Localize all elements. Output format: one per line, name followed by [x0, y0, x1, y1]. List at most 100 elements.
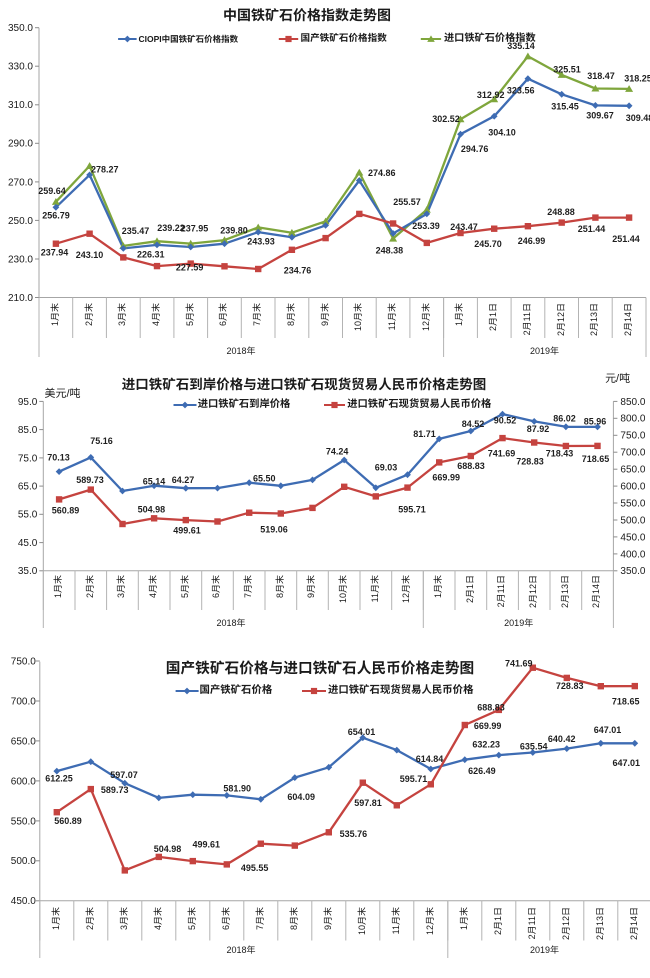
svg-text:550.0: 550.0 — [620, 498, 645, 509]
svg-text:595.71: 595.71 — [400, 774, 428, 784]
svg-text:310.0: 310.0 — [8, 100, 33, 111]
svg-text:499.61: 499.61 — [173, 526, 201, 536]
svg-text:251.44: 251.44 — [612, 234, 640, 244]
svg-text:595.71: 595.71 — [398, 505, 426, 515]
svg-text:248.88: 248.88 — [547, 207, 575, 217]
svg-text:700.0: 700.0 — [620, 448, 645, 459]
svg-text:750.0: 750.0 — [620, 431, 645, 442]
svg-text:81.71: 81.71 — [413, 429, 436, 439]
svg-text:227.59: 227.59 — [176, 263, 204, 273]
svg-text:450.0: 450.0 — [11, 896, 36, 907]
svg-text:560.89: 560.89 — [54, 816, 82, 826]
svg-text:589.73: 589.73 — [76, 475, 104, 485]
svg-text:315.45: 315.45 — [551, 102, 579, 112]
svg-text:600.0: 600.0 — [620, 482, 645, 493]
svg-text:647.01: 647.01 — [594, 725, 622, 735]
svg-text:688.83: 688.83 — [457, 461, 485, 471]
svg-text:350.0: 350.0 — [620, 566, 645, 577]
svg-text:95.0: 95.0 — [18, 397, 38, 408]
svg-text:245.70: 245.70 — [474, 239, 502, 249]
svg-text:274.86: 274.86 — [368, 168, 396, 178]
svg-text:248.38: 248.38 — [376, 246, 404, 256]
svg-text:304.10: 304.10 — [488, 128, 516, 138]
svg-text:318.47: 318.47 — [587, 71, 615, 81]
svg-text:647.01: 647.01 — [613, 758, 641, 768]
svg-text:237.94: 237.94 — [41, 248, 69, 258]
svg-text:251.44: 251.44 — [578, 224, 606, 234]
svg-text:800.0: 800.0 — [620, 414, 645, 425]
svg-text:718.65: 718.65 — [612, 697, 640, 707]
svg-text:600.0: 600.0 — [11, 776, 36, 787]
svg-text:90.52: 90.52 — [494, 416, 517, 426]
svg-text:312.92: 312.92 — [477, 90, 505, 100]
svg-text:278.27: 278.27 — [91, 165, 119, 175]
svg-text:597.07: 597.07 — [110, 770, 138, 780]
svg-text:350.0: 350.0 — [8, 23, 33, 34]
svg-text:728.83: 728.83 — [516, 457, 544, 467]
svg-text:230.0: 230.0 — [8, 254, 33, 265]
svg-text:650.0: 650.0 — [620, 465, 645, 476]
svg-text:250.0: 250.0 — [8, 216, 33, 227]
svg-text:243.47: 243.47 — [450, 222, 478, 232]
svg-text:581.90: 581.90 — [223, 784, 251, 794]
svg-text:495.55: 495.55 — [241, 863, 269, 873]
svg-text:74.24: 74.24 — [326, 447, 349, 457]
svg-text:650.0: 650.0 — [11, 736, 36, 747]
svg-text:253.39: 253.39 — [412, 221, 440, 231]
svg-text:535.76: 535.76 — [340, 829, 368, 839]
svg-text:450.0: 450.0 — [620, 532, 645, 543]
svg-text:290.0: 290.0 — [8, 139, 33, 150]
svg-text:70.13: 70.13 — [47, 452, 70, 462]
svg-text:718.65: 718.65 — [582, 454, 610, 464]
svg-text:325.51: 325.51 — [553, 65, 581, 75]
svg-text:65.14: 65.14 — [143, 476, 166, 486]
svg-text:688.83: 688.83 — [477, 702, 505, 712]
svg-text:234.76: 234.76 — [284, 266, 312, 276]
svg-text:210.0: 210.0 — [8, 293, 33, 304]
svg-text:302.52: 302.52 — [432, 114, 460, 124]
svg-text:504.98: 504.98 — [138, 505, 166, 515]
svg-text:741.69: 741.69 — [488, 449, 516, 459]
svg-text:400.0: 400.0 — [620, 549, 645, 560]
svg-text:75.16: 75.16 — [90, 436, 113, 446]
svg-text:246.99: 246.99 — [518, 236, 546, 246]
svg-text:718.43: 718.43 — [546, 449, 574, 459]
svg-text:270.0: 270.0 — [8, 177, 33, 188]
svg-text:259.64: 259.64 — [38, 186, 66, 196]
svg-text:86.02: 86.02 — [553, 414, 576, 424]
svg-text:700.0: 700.0 — [11, 696, 36, 707]
svg-text:84.52: 84.52 — [462, 419, 485, 429]
svg-text:255.57: 255.57 — [393, 197, 421, 207]
svg-text:560.89: 560.89 — [52, 506, 80, 516]
svg-text:243.10: 243.10 — [76, 250, 104, 260]
svg-text:64.27: 64.27 — [172, 475, 195, 485]
svg-text:35.0: 35.0 — [18, 566, 38, 577]
svg-text:632.23: 632.23 — [472, 740, 500, 750]
svg-text:728.83: 728.83 — [556, 681, 584, 691]
svg-text:235.47: 235.47 — [122, 226, 150, 236]
svg-text:614.84: 614.84 — [416, 754, 444, 764]
svg-text:309.48: 309.48 — [626, 113, 650, 123]
svg-text:239.22: 239.22 — [157, 223, 185, 233]
svg-text:654.01: 654.01 — [348, 727, 376, 737]
svg-text:323.56: 323.56 — [507, 85, 535, 95]
svg-text:85.0: 85.0 — [18, 425, 38, 436]
svg-text:499.61: 499.61 — [193, 840, 221, 850]
svg-text:550.0: 550.0 — [11, 816, 36, 827]
svg-text:87.92: 87.92 — [527, 424, 550, 434]
svg-text:640.42: 640.42 — [548, 734, 576, 744]
svg-text:65.50: 65.50 — [253, 474, 276, 484]
svg-text:635.54: 635.54 — [520, 742, 548, 752]
svg-text:519.06: 519.06 — [260, 524, 288, 534]
svg-text:500.0: 500.0 — [620, 515, 645, 526]
svg-text:750.0: 750.0 — [11, 656, 36, 667]
svg-text:669.99: 669.99 — [432, 473, 460, 483]
svg-text:237.95: 237.95 — [181, 224, 209, 234]
svg-text:85.96: 85.96 — [584, 417, 607, 427]
svg-text:45.0: 45.0 — [18, 538, 38, 549]
svg-text:741.69: 741.69 — [505, 659, 533, 669]
svg-text:604.09: 604.09 — [287, 792, 315, 802]
svg-text:243.93: 243.93 — [247, 237, 275, 247]
svg-text:612.25: 612.25 — [45, 774, 73, 784]
svg-text:330.0: 330.0 — [8, 62, 33, 73]
